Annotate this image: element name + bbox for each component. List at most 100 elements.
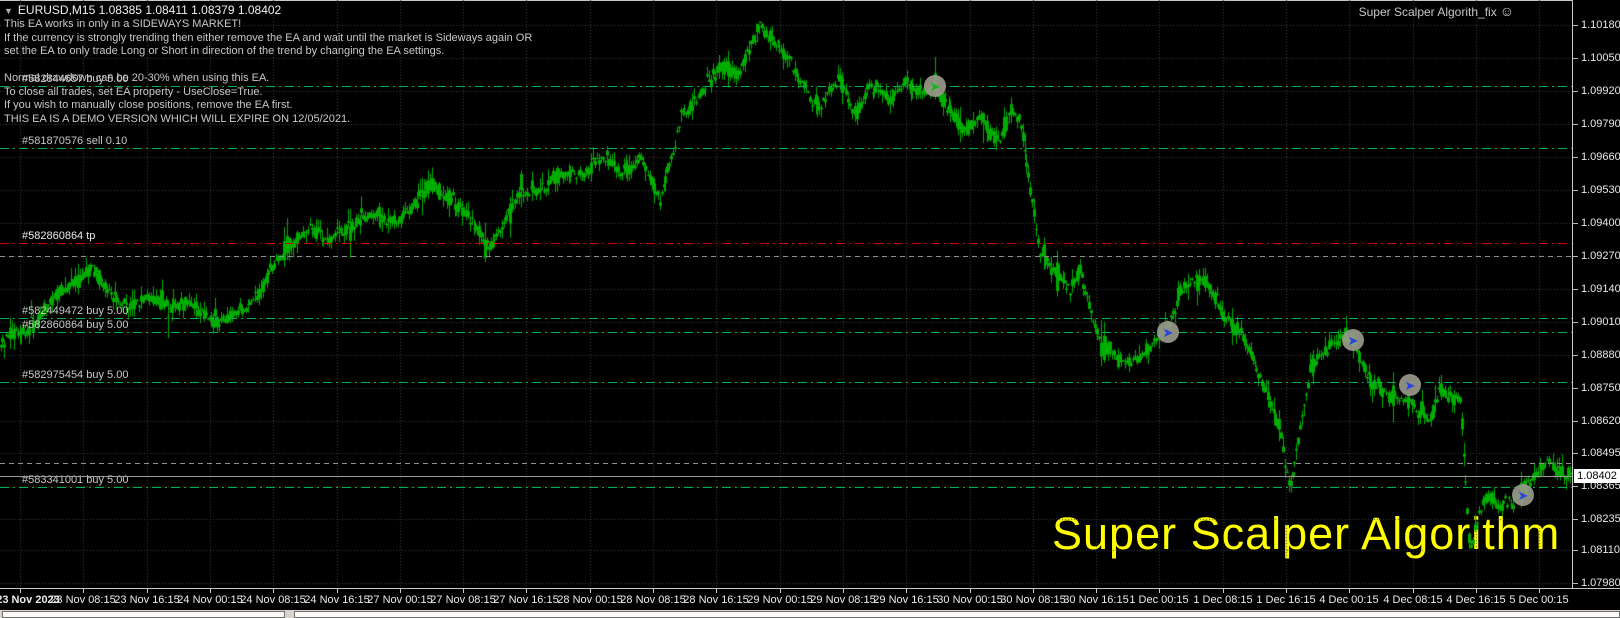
time-axis-label: 4 Dec 08:15 (1383, 594, 1443, 606)
time-axis-tick (463, 589, 464, 593)
price-axis-tick (1573, 355, 1578, 356)
price-axis-label: 1.08750 (1581, 382, 1620, 394)
price-axis-label: 1.09140 (1581, 283, 1620, 295)
time-axis-label: 4 Dec 00:15 (1319, 594, 1379, 606)
price-axis-label: 1.09400 (1581, 217, 1620, 229)
trade-arrow-marker[interactable]: ➤ (924, 75, 946, 97)
order-line-label: #582975454 buy 5.00 (22, 369, 129, 381)
order-line[interactable] (0, 318, 1572, 319)
price-axis-label: 1.09530 (1581, 184, 1620, 196)
candlestick-canvas[interactable] (0, 0, 1572, 588)
ea-comment-line: To close all trades, set EA property - U… (4, 85, 263, 98)
level-line[interactable] (0, 256, 1572, 257)
order-line[interactable] (0, 148, 1572, 149)
price-axis-label: 1.09270 (1581, 250, 1620, 262)
time-axis-tick (780, 589, 781, 593)
bottom-scrollbar-strip[interactable] (0, 610, 1620, 618)
time-axis-label: 29 Nov 08:15 (810, 594, 876, 606)
price-axis-tick (1573, 486, 1578, 487)
time-axis-label: 30 Nov 16:15 (1063, 594, 1129, 606)
price-axis-tick (1573, 124, 1578, 125)
current-price-value: 1.08402 (1577, 470, 1617, 482)
trade-arrow-icon: ➤ (1162, 324, 1174, 340)
time-axis-label: 4 Dec 16:15 (1446, 594, 1506, 606)
price-axis-tick (1573, 583, 1578, 584)
time-axis-label: 24 Nov 16:15 (304, 594, 370, 606)
time-axis-label: 27 Nov 00:15 (367, 594, 433, 606)
price-axis-tick (1573, 322, 1578, 323)
trade-arrow-icon: ➤ (1517, 487, 1529, 503)
time-axis-label: 24 Nov 00:15 (177, 594, 243, 606)
time-axis-tick (400, 589, 401, 593)
time-axis-label: 1 Dec 00:15 (1129, 594, 1189, 606)
order-line-label: #582844657 buy 5.00 (22, 73, 129, 85)
time-axis-label: 30 Nov 00:15 (937, 594, 1003, 606)
time-axis-tick (716, 589, 717, 593)
order-line[interactable] (0, 86, 1572, 87)
price-axis-label: 1.10050 (1581, 52, 1620, 64)
price-axis-label: 1.09920 (1581, 85, 1620, 97)
ea-comment-line: set the EA to only trade Long or Short i… (4, 45, 445, 57)
price-axis-tick (1573, 256, 1578, 257)
chart-title: ▼ EURUSD,M15 1.08385 1.08411 1.08379 1.08… (4, 3, 281, 17)
time-axis-tick (147, 589, 148, 593)
time-axis-tick (1349, 589, 1350, 593)
time-axis-tick (1033, 589, 1034, 593)
order-line-label: #582860864 buy 5.00 (22, 319, 129, 331)
time-axis-tick (83, 589, 84, 593)
time-axis-tick (906, 589, 907, 593)
time-axis-label: 28 Nov 08:15 (620, 594, 686, 606)
price-axis-label: 1.07980 (1581, 577, 1620, 589)
time-axis-label: 1 Dec 08:15 (1193, 594, 1253, 606)
price-axis-tick (1573, 223, 1578, 224)
time-axis-label: 5 Dec 00:15 (1509, 594, 1569, 606)
price-axis-label: 1.08110 (1581, 544, 1620, 556)
price-axis[interactable]: 1.10180 1.10050 1.09920 1.09790 1.09660 1.095… (1573, 0, 1620, 589)
time-axis-label: 28 Nov 16:15 (683, 594, 749, 606)
price-axis-label: 1.09660 (1581, 151, 1620, 163)
time-axis-tick (970, 589, 971, 593)
order-line[interactable] (0, 487, 1572, 488)
time-axis-label: 29 Nov 16:15 (873, 594, 939, 606)
chart-plot-area[interactable]: Super Scalper Algorithm #582844657 buy 5… (0, 0, 1572, 588)
level-line[interactable] (0, 476, 1572, 477)
order-line[interactable] (0, 243, 1572, 244)
time-axis-tick (590, 589, 591, 593)
trade-arrow-marker[interactable]: ➤ (1157, 321, 1179, 343)
order-line-label: #582860864 tp (22, 230, 96, 242)
price-axis-label: 1.09010 (1581, 316, 1620, 328)
time-axis-label: 23 Nov 16:15 (114, 594, 180, 606)
level-line[interactable] (0, 463, 1572, 464)
price-axis-tick (1573, 25, 1578, 26)
ea-comment-line: This EA works in only in a SIDEWAYS MARK… (4, 18, 242, 30)
price-axis-label: 1.08235 (1581, 513, 1620, 525)
time-axis-label: 23 Nov 08:15 (50, 594, 116, 606)
price-axis-tick (1573, 519, 1578, 520)
order-line[interactable] (0, 382, 1572, 383)
chart-menu-arrow-icon[interactable]: ▼ (4, 6, 13, 16)
order-line-label: #581870576 sell 0.10 (22, 135, 128, 147)
time-axis-label: 28 Nov 00:15 (557, 594, 623, 606)
time-axis-tick (1476, 589, 1477, 593)
time-axis[interactable]: 23 Nov 2023 23 Nov 08:15 23 Nov 16:15 24 No… (0, 589, 1620, 610)
price-axis-label: 1.09790 (1581, 118, 1620, 130)
order-line[interactable] (0, 332, 1572, 333)
ea-enabled-smiley-icon[interactable]: ☺ (1499, 3, 1514, 19)
trade-arrow-marker[interactable]: ➤ (1512, 484, 1534, 506)
trade-arrow-marker[interactable]: ➤ (1399, 374, 1421, 396)
trade-arrow-marker[interactable]: ➤ (1342, 329, 1364, 351)
time-axis-tick (1159, 589, 1160, 593)
time-axis-tick (210, 589, 211, 593)
bottom-strip-panel[interactable] (294, 611, 1620, 618)
price-axis-tick (1573, 421, 1578, 422)
ea-comment-line: If you wish to manually close positions,… (4, 99, 293, 111)
time-axis-separator (0, 588, 1620, 589)
price-axis-label: 1.08880 (1581, 349, 1620, 361)
ea-comment-block: This EA works in only in a SIDEWAYS MARK… (4, 18, 532, 126)
time-axis-tick (653, 589, 654, 593)
time-axis-label: 29 Nov 00:15 (747, 594, 813, 606)
bottom-strip-panel[interactable] (2, 611, 285, 618)
ea-name-text: Super Scalper Algorith_fix (1358, 5, 1497, 19)
time-axis-label: 30 Nov 08:15 (1000, 594, 1066, 606)
